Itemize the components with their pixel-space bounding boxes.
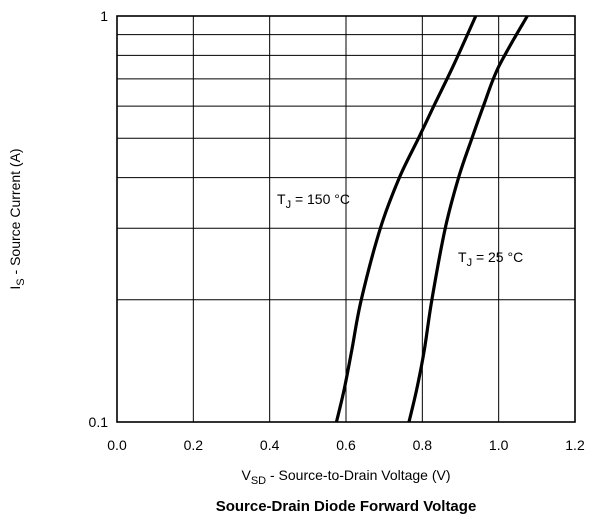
series-label-25c: TJ = 25 °C (458, 249, 523, 269)
x-axis-title: VSD - Source-to-Drain Voltage (V) (241, 467, 450, 487)
x-tick-label: 1.0 (489, 437, 509, 453)
x-tick-label: 0.0 (107, 437, 127, 453)
series-label-150c: TJ = 150 °C (277, 191, 350, 211)
curve-tj-150c (334, 15, 478, 423)
y-axis-title: IS - Source Current (A) (7, 148, 27, 289)
x-tick-label: 0.8 (413, 437, 433, 453)
x-tick-label: 0.6 (336, 437, 356, 453)
curve-tj-25c (407, 15, 529, 423)
plot-frame (116, 15, 576, 423)
x-tick-label: 0.4 (260, 437, 280, 453)
series-curves (334, 15, 529, 423)
chart-title: Source-Drain Diode Forward Voltage (216, 498, 477, 515)
x-tick-labels: 0.0 0.2 0.4 0.6 0.8 1.0 1.2 (107, 437, 585, 453)
grid (117, 16, 575, 422)
x-tick-label: 1.2 (565, 437, 585, 453)
y-tick-label: 0.1 (89, 414, 109, 430)
y-tick-label: 1 (100, 8, 108, 24)
y-tick-labels: 0.11 (89, 8, 109, 430)
x-tick-label: 0.2 (184, 437, 204, 453)
